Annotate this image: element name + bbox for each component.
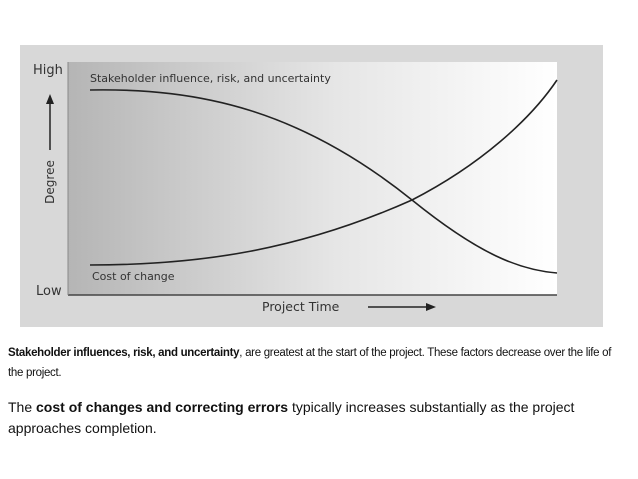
note-text: The	[8, 399, 37, 415]
x-axis-label: Project Time	[262, 299, 340, 314]
y-low: Low	[36, 284, 62, 299]
y-high: High	[33, 63, 63, 78]
y-axis-label: Degree	[43, 160, 57, 204]
note-text: , are greatest at the start of the proje…	[8, 347, 612, 379]
note-text: typically increases substantially as the…	[8, 399, 575, 436]
note-bold: cost of changes and correcting errors	[36, 399, 289, 415]
curve-label: Stakeholder influence, risk, and uncerta…	[90, 72, 331, 85]
note: The cost of changes and correcting error…	[8, 397, 623, 439]
plot-area	[68, 62, 557, 295]
note-bold: Stakeholder influences, risk, and uncert…	[8, 347, 240, 359]
cost-curve	[89, 79, 558, 266]
y-arrow-head	[46, 94, 54, 104]
curve-label: Cost of change	[92, 270, 175, 283]
diagram: High Low Degree Stakeholder influence, r…	[20, 45, 603, 327]
stakeholder-curve	[89, 89, 558, 274]
x-arrow-head	[426, 303, 436, 311]
note: Stakeholder influences, risk, and uncert…	[8, 343, 623, 383]
